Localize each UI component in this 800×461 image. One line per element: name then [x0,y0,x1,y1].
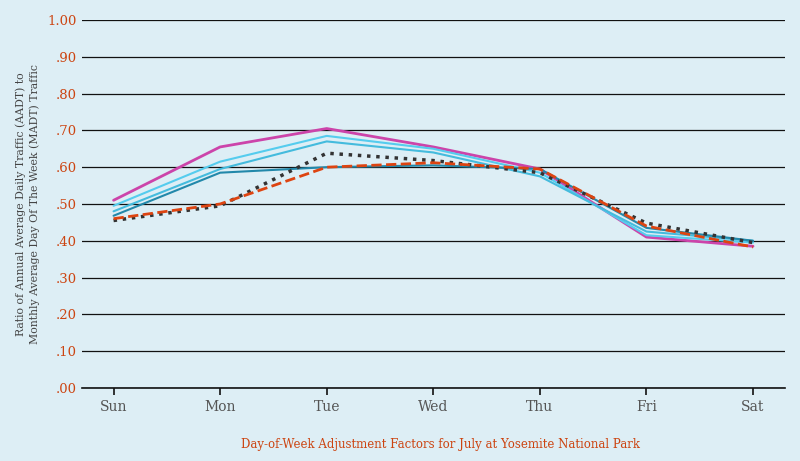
Text: Day-of-Week Adjustment Factors for July at Yosemite National Park: Day-of-Week Adjustment Factors for July … [241,438,639,451]
Y-axis label: Ratio of Annual Average Daily Traffic (AADT) to
Monthly Average Day Of The Week : Ratio of Annual Average Daily Traffic (A… [15,64,41,344]
